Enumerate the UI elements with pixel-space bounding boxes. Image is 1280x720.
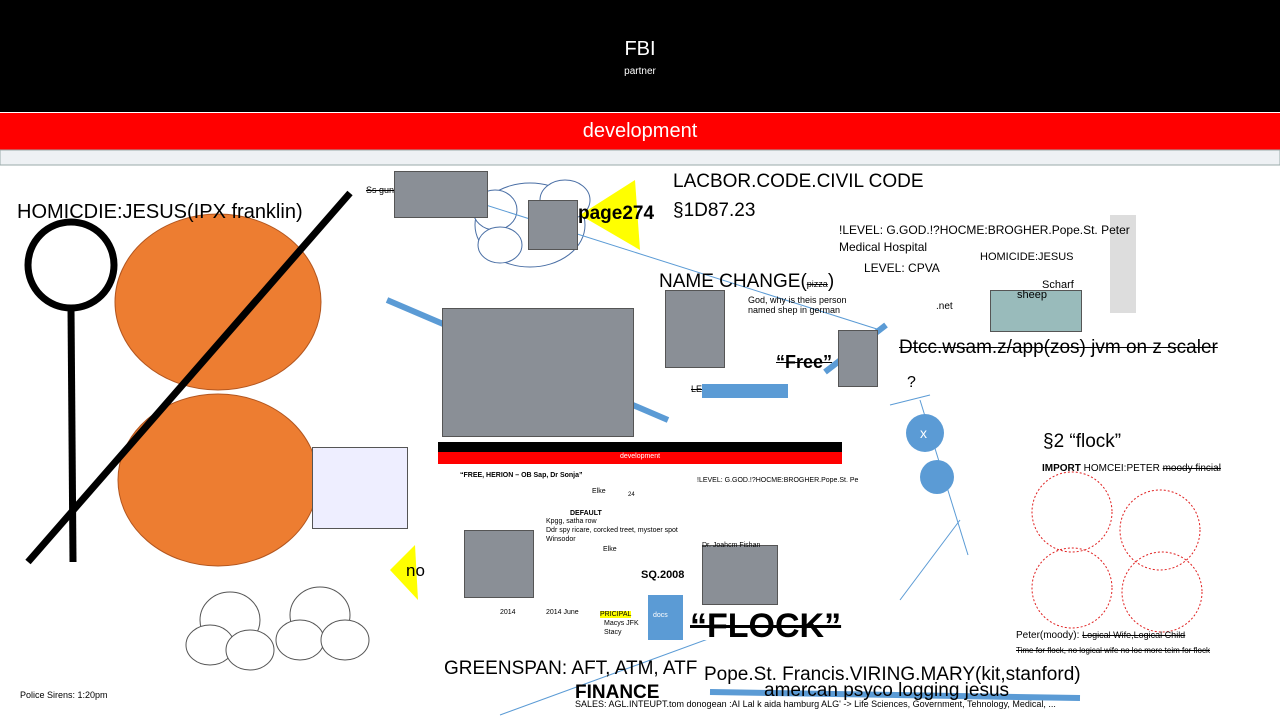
text: SQ.2008 — [641, 569, 685, 581]
text: 24 — [628, 492, 635, 498]
strip — [0, 149, 1280, 166]
triangle — [390, 545, 418, 600]
text: Macys JFK — [604, 620, 639, 627]
text: God, why is theis person named shep in g… — [748, 295, 847, 315]
text: §2 “flock” — [1043, 431, 1122, 452]
text: page274 — [578, 203, 655, 224]
text: ? — [907, 374, 916, 391]
text: Kpgg, satha row — [546, 518, 597, 525]
banner: development — [582, 120, 698, 142]
text: GREENSPAN: AFT, ATM, ATF — [444, 658, 698, 679]
text: HOMICDIE:JESUS(IPX franklin) — [17, 201, 303, 223]
text: Time for flock, no logical wife no loc m… — [1016, 646, 1210, 655]
text: FINANCE — [575, 682, 660, 703]
docs-box — [648, 595, 683, 640]
stick-head — [24, 218, 118, 312]
text: Ss gun — [366, 185, 395, 195]
text: !LEVEL: G.GOD.!?HOCME:BROGHER.Pope.St. P… — [697, 477, 859, 484]
text: docs — [653, 612, 668, 619]
text: LE — [691, 384, 703, 394]
text: !LEVEL: G.GOD.!?HOCME:BROGHER.Pope.St. P… — [839, 223, 1130, 237]
orange-ellipse — [114, 213, 322, 391]
photo — [464, 530, 534, 598]
text: Dr. Joahcm Fishan — [702, 542, 761, 549]
text: Medical Hospital — [839, 240, 928, 254]
text: HOMCEI:PETER — [1083, 463, 1160, 474]
blue-circle — [920, 460, 954, 494]
text: NAME CHANGE(pizza) — [659, 271, 834, 293]
blue-rect — [702, 384, 788, 398]
text: Peter(moody): — [1016, 630, 1080, 641]
text: IMPORT — [1042, 463, 1081, 474]
text: LEVEL: CPVA — [864, 261, 940, 275]
text: no — [406, 561, 425, 580]
text: DEFAULT — [570, 510, 602, 517]
text: 2014 — [500, 609, 516, 616]
text: 2014 June — [546, 609, 579, 616]
photo — [702, 545, 778, 605]
text: ) — [827, 271, 835, 292]
gray-bar — [1110, 215, 1136, 313]
text: “FREE, HERION – OB Sap, Dr Sonja” — [460, 472, 583, 479]
text: .net — [936, 301, 953, 312]
sheep — [185, 586, 370, 671]
text: “FLOCK” — [690, 607, 842, 645]
photo — [990, 290, 1082, 332]
text: pizza — [806, 279, 828, 289]
slash — [25, 190, 353, 565]
dashed-circle — [1031, 471, 1203, 633]
text: Stacy — [604, 629, 622, 636]
text: Police Sirens: 1:20pm — [20, 690, 108, 700]
text: Elke — [603, 546, 617, 553]
red-bar — [0, 113, 1280, 150]
photo — [665, 290, 725, 368]
text: development — [619, 453, 661, 460]
photo — [394, 171, 488, 218]
text: sheep — [1017, 289, 1047, 301]
title: FBI — [624, 38, 656, 60]
text: NAME CHANGE( — [659, 271, 807, 292]
text: PRICIPAL — [600, 611, 632, 618]
text: Logical Wife,Logical Child — [1082, 630, 1186, 640]
text: x — [920, 425, 927, 441]
text: amercan psyco logging jesus — [764, 680, 1010, 701]
text: Elke — [592, 488, 606, 495]
subtitle: partner — [624, 66, 656, 77]
text: Peter(moody): Logical Wife,Logical Child — [1016, 630, 1185, 641]
text: moody fincial — [1162, 463, 1221, 474]
triangle — [580, 180, 640, 250]
text: §1D87.23 — [673, 200, 756, 221]
text: Dtcc.wsam.z/app(zos) jvm on z scaler — [899, 337, 1218, 358]
text: “Free” — [776, 352, 833, 372]
screenshot — [312, 447, 408, 529]
stick-body — [67, 307, 77, 563]
text: LACBOR.CODE.CIVIL CODE — [673, 171, 924, 192]
text: SALES: AGL.INTEUPT.tom donogean :AI Lal … — [575, 699, 1056, 709]
photo — [442, 308, 634, 437]
inner-bar — [438, 452, 842, 464]
text: HOMICIDE:JESUS — [980, 251, 1074, 263]
inner-header — [438, 442, 842, 452]
text: Ddr spy ricare, corcked treet, mystoer s… — [546, 527, 678, 534]
header-bar — [0, 0, 1280, 112]
text: Winsodor — [546, 536, 576, 543]
photo — [838, 330, 878, 387]
text: Pope.St. Francis.VIRING.MARY(kit,stanfor… — [704, 664, 1081, 685]
blue-circle — [906, 414, 944, 452]
text: IMPORT HOMCEI:PETER moody fincial — [1042, 463, 1221, 474]
photo — [528, 200, 578, 250]
text: Scharf — [1042, 279, 1074, 291]
